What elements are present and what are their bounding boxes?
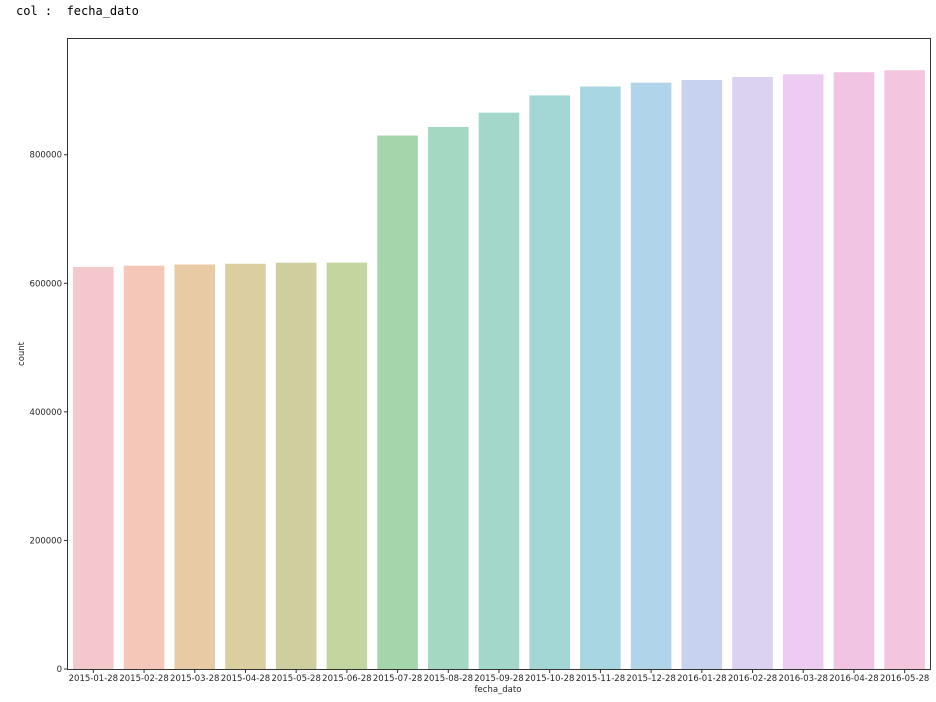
x-tick-label: 2016-02-28 (728, 674, 777, 684)
y-axis-label: count (17, 341, 27, 366)
y-tick-label: 200000 (30, 536, 62, 546)
x-axis-label: fecha_dato (475, 685, 522, 695)
bar-2015-06-28 (326, 262, 368, 669)
bar-2016-05-28 (884, 70, 925, 669)
bar-2015-01-28 (73, 266, 114, 669)
bar-2015-12-28 (630, 82, 672, 669)
bar-2015-10-28 (529, 95, 570, 669)
x-tick-label: 2015-02-28 (119, 674, 168, 684)
x-tick-label: 2015-09-28 (474, 674, 523, 684)
y-tick-label: 400000 (30, 408, 62, 418)
output-text: col : fecha_dato (16, 4, 139, 18)
bar-2015-03-28 (174, 264, 216, 669)
x-tick-label: 2015-07-28 (373, 674, 422, 684)
bar-2016-03-28 (782, 74, 824, 669)
bar-2015-05-28 (275, 262, 317, 669)
x-tick-label: 2015-08-28 (424, 674, 473, 684)
bar-2015-04-28 (225, 263, 266, 669)
bar-2015-09-28 (478, 112, 520, 669)
bar-2016-01-28 (681, 79, 723, 670)
bars-group (73, 70, 925, 670)
x-tick-label: 2016-01-28 (677, 674, 726, 684)
x-tick-label: 2015-06-28 (322, 674, 371, 684)
x-tick-label: 2015-01-28 (69, 674, 118, 684)
x-tick-label: 2015-10-28 (525, 674, 574, 684)
y-axis: 0 200000 400000 600000 800000 (30, 151, 68, 675)
bar-2015-08-28 (428, 126, 469, 669)
x-tick-label: 2015-03-28 (170, 674, 219, 684)
bar-2015-11-28 (580, 86, 621, 669)
x-tick-label: 2016-04-28 (829, 674, 878, 684)
bar-2016-02-28 (732, 76, 773, 670)
y-tick-label: 0 (57, 665, 62, 675)
y-tick-label: 800000 (30, 151, 62, 161)
x-axis: 2015-01-28 2015-02-28 2015-03-28 2015-04-28… (69, 669, 929, 684)
x-tick-label: 2015-05-28 (271, 674, 320, 684)
x-tick-label: 2016-05-28 (880, 674, 929, 684)
bar-2015-02-28 (123, 265, 165, 669)
x-tick-label: 2015-12-28 (626, 674, 675, 684)
bar-2015-07-28 (377, 135, 418, 670)
x-tick-label: 2015-11-28 (576, 674, 625, 684)
x-tick-label: 2015-04-28 (221, 674, 270, 684)
y-tick-label: 600000 (30, 279, 62, 289)
x-tick-label: 2016-03-28 (779, 674, 828, 684)
bar-2016-04-28 (833, 72, 875, 669)
